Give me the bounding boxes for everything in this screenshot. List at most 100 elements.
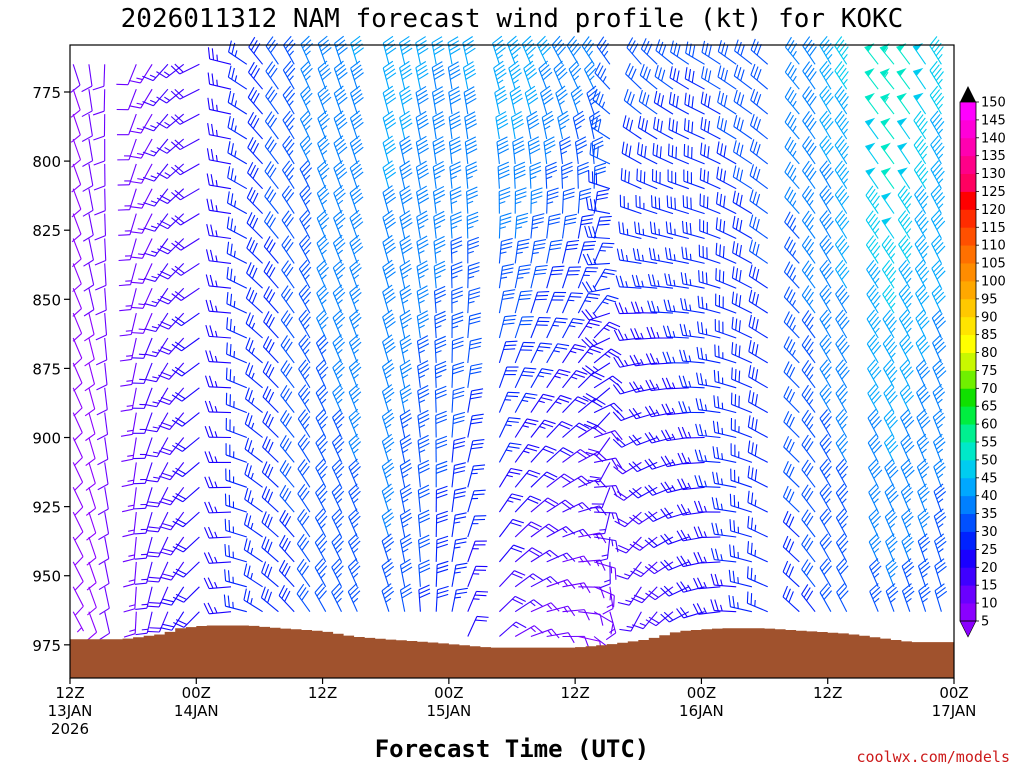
wind-barb bbox=[932, 383, 946, 413]
wind-barb bbox=[681, 220, 705, 240]
wind-barb bbox=[203, 602, 232, 615]
wind-barb bbox=[281, 285, 295, 314]
wind-barb bbox=[615, 536, 642, 554]
wind-barb bbox=[784, 186, 800, 214]
wind-barb bbox=[801, 484, 816, 513]
wind-barb bbox=[677, 478, 705, 491]
wind-barb bbox=[882, 284, 897, 314]
wind-barb bbox=[297, 434, 311, 463]
wind-barb bbox=[834, 210, 850, 239]
wind-barb bbox=[546, 552, 576, 563]
wind-barb bbox=[96, 362, 108, 391]
wind-barb bbox=[331, 483, 345, 513]
wind-barb bbox=[682, 195, 705, 215]
wind-barb bbox=[747, 390, 768, 414]
wind-barb bbox=[451, 411, 466, 438]
wind-barb bbox=[884, 483, 899, 513]
wind-barb bbox=[546, 473, 575, 488]
wind-barb bbox=[381, 533, 395, 563]
wind-barb bbox=[746, 591, 768, 613]
wind-barb bbox=[382, 284, 396, 314]
wind-barb bbox=[431, 36, 445, 65]
wind-barb bbox=[94, 188, 106, 216]
wind-barb bbox=[467, 363, 483, 388]
wind-barb bbox=[333, 85, 348, 115]
wind-barb bbox=[82, 213, 94, 242]
wind-barb bbox=[696, 372, 721, 389]
wind-barb bbox=[693, 551, 721, 564]
wind-barb bbox=[711, 522, 737, 538]
wind-barb bbox=[562, 343, 587, 364]
wind-barb bbox=[731, 266, 753, 289]
colorbar-swatch bbox=[960, 209, 976, 228]
wind-barb bbox=[333, 110, 348, 140]
wind-barb bbox=[450, 211, 463, 239]
wind-barb bbox=[697, 321, 721, 339]
wind-barb bbox=[731, 367, 753, 389]
x-tick-label: 17JAN bbox=[932, 702, 977, 720]
wind-barb bbox=[316, 309, 329, 339]
wind-barb bbox=[577, 187, 592, 214]
wind-barb bbox=[715, 293, 737, 314]
wind-barb bbox=[667, 143, 690, 165]
wind-barb bbox=[599, 561, 611, 589]
wind-barb bbox=[899, 359, 914, 389]
wind-barb bbox=[314, 558, 328, 588]
wind-barb bbox=[864, 68, 879, 90]
colorbar-label: 35 bbox=[981, 507, 998, 522]
wind-barb bbox=[381, 483, 395, 513]
wind-barb bbox=[262, 436, 279, 463]
wind-barb bbox=[244, 412, 263, 438]
x-axis-label: Forecast Time (UTC) bbox=[375, 735, 650, 763]
wind-barb bbox=[263, 236, 279, 264]
colorbar-label: 45 bbox=[981, 471, 998, 486]
wind-barb bbox=[382, 309, 396, 339]
wind-barb bbox=[620, 168, 642, 190]
wind-barb bbox=[451, 336, 464, 363]
wind-barb bbox=[685, 41, 705, 65]
wind-barb bbox=[435, 560, 449, 587]
wind-barb bbox=[802, 111, 817, 140]
wind-barb bbox=[280, 410, 295, 438]
wind-barb bbox=[865, 167, 879, 190]
wind-barb bbox=[282, 160, 295, 189]
wind-barb bbox=[315, 408, 329, 438]
wind-barb bbox=[205, 249, 232, 264]
wind-barb bbox=[317, 110, 330, 140]
wind-barb bbox=[628, 461, 658, 473]
wind-barb bbox=[261, 461, 279, 488]
wind-barb bbox=[171, 287, 200, 301]
wind-barb bbox=[172, 486, 200, 503]
wind-barb bbox=[135, 586, 153, 611]
wind-barb bbox=[639, 63, 658, 90]
wind-barb bbox=[883, 384, 898, 413]
wind-barb bbox=[399, 558, 413, 587]
wind-barb bbox=[84, 387, 96, 417]
wind-barb bbox=[582, 253, 610, 266]
wind-barb bbox=[299, 234, 312, 264]
wind-barb bbox=[467, 388, 484, 413]
wind-barb bbox=[244, 462, 263, 488]
wind-barb bbox=[680, 272, 705, 289]
wind-barb bbox=[156, 63, 185, 79]
wind-barb bbox=[530, 368, 554, 389]
wind-barb bbox=[529, 161, 542, 189]
wind-barb bbox=[514, 392, 538, 413]
wind-barb bbox=[869, 583, 882, 612]
wind-barb bbox=[801, 360, 816, 389]
wind-barb bbox=[694, 449, 721, 463]
wind-barb bbox=[72, 287, 82, 317]
wind-barb bbox=[382, 160, 397, 189]
wind-barb bbox=[819, 384, 832, 413]
wind-barb bbox=[644, 511, 674, 522]
wind-barb bbox=[462, 61, 477, 90]
wind-barb bbox=[498, 467, 523, 488]
colorbar-swatch bbox=[960, 155, 976, 174]
wind-barb bbox=[93, 114, 106, 141]
wind-barb bbox=[350, 60, 364, 90]
wind-barb bbox=[631, 586, 658, 604]
wind-barb bbox=[417, 459, 430, 488]
colorbar-swatch bbox=[960, 352, 976, 371]
wind-barb bbox=[297, 508, 311, 538]
wind-barb bbox=[144, 287, 169, 307]
